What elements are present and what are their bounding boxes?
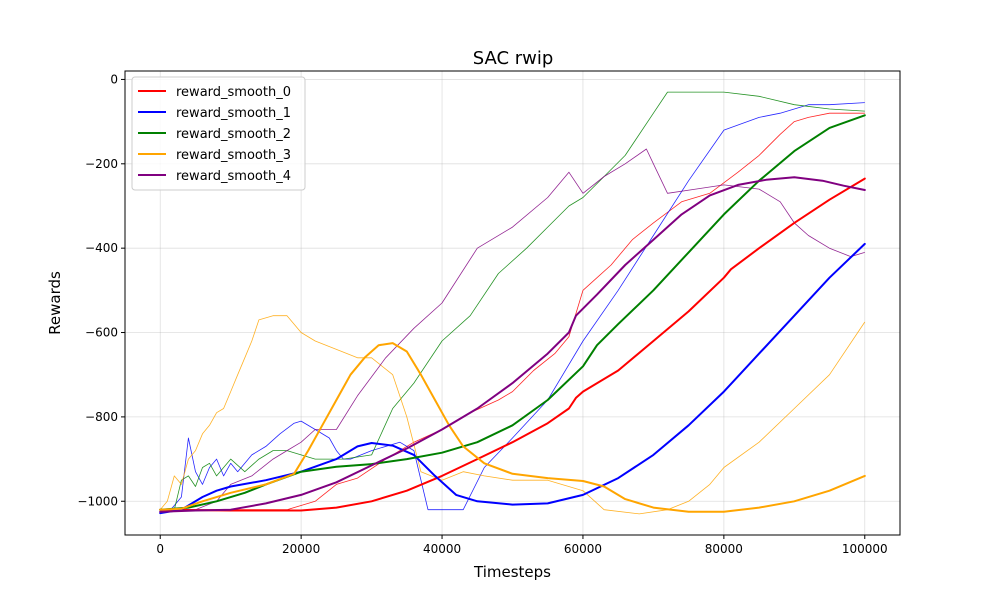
x-tick-label: 80000 (705, 542, 743, 556)
legend-entry: reward_smooth_1 (176, 106, 291, 121)
plot-series (159, 91, 866, 515)
x-tick-label: 0 (156, 542, 164, 556)
series-smooth-line-1 (159, 242, 866, 515)
legend-box (131, 76, 306, 191)
axes-frame (124, 70, 901, 536)
series-raw-line-0 (160, 112, 865, 511)
legend: reward_smooth_0 reward_smooth_1 reward_smo… (131, 76, 306, 191)
series-smooth-line-2 (159, 114, 866, 511)
y-tick-label: −400 (85, 241, 118, 255)
series-raw-line-3 (159, 315, 866, 515)
series-raw-line-4 (160, 148, 865, 511)
legend-entry: reward_smooth_2 (176, 127, 291, 142)
legend-entry: reward_smooth_4 (176, 169, 291, 184)
x-axis-label: Timesteps (473, 563, 551, 581)
x-tick-label: 20000 (282, 542, 320, 556)
legend-entry: reward_smooth_3 (176, 148, 291, 163)
series-smooth-line-0 (159, 177, 866, 512)
y-tick-label: −800 (85, 410, 118, 424)
x-tick-label: 40000 (423, 542, 461, 556)
axis-ticks: 0 20000 40000 60000 80000 100000 −1000 −800 −600… (77, 72, 887, 556)
series-raw-line-2 (160, 91, 865, 511)
chart-title: SAC rwip (473, 48, 554, 69)
x-tick-label: 60000 (564, 542, 602, 556)
legend-entry: reward_smooth_0 (176, 85, 291, 100)
series-smooth-line-4 (159, 176, 866, 513)
y-tick-label: −200 (85, 157, 118, 171)
x-tick-label: 100000 (842, 542, 888, 556)
y-tick-label: 0 (110, 72, 118, 86)
y-tick-label: −1000 (77, 494, 118, 508)
y-axis-label: Rewards (46, 271, 64, 335)
series-smooth-line-3 (159, 342, 866, 513)
y-tick-label: −600 (85, 326, 118, 340)
